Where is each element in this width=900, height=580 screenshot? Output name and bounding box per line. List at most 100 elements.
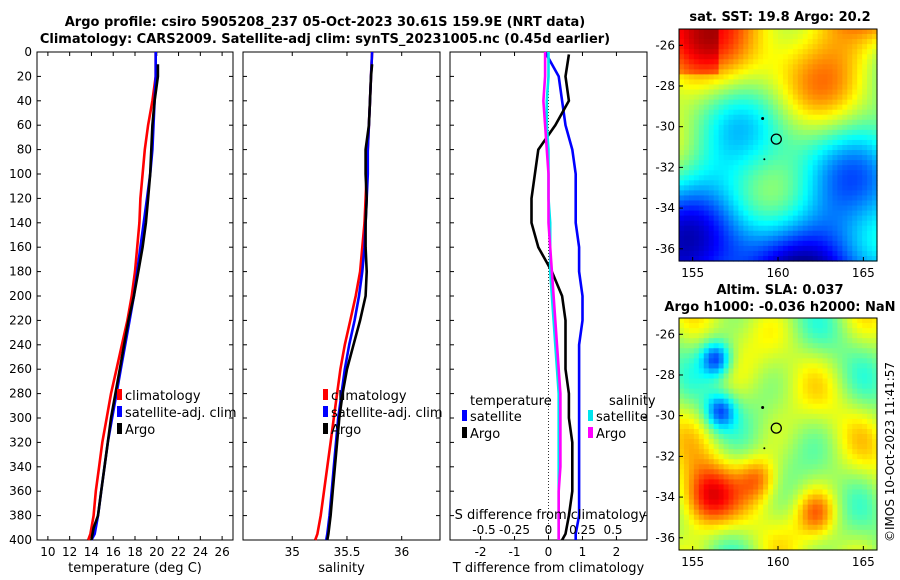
sla-map-cell — [837, 348, 843, 354]
difference-profile-xtick-label: -1 — [509, 545, 521, 559]
sla-map-cell — [782, 328, 789, 334]
sla-map-cell — [807, 494, 814, 501]
sst-map-cell — [812, 34, 819, 40]
sla-map-cell — [867, 408, 873, 415]
sla-map-cell — [847, 514, 853, 521]
sst-map-cell — [763, 255, 769, 262]
sst-map-cell — [862, 245, 868, 252]
sla-map-cell — [872, 454, 878, 460]
sla-map-lat-label: -32 — [655, 449, 675, 463]
sla-map-cell — [802, 418, 809, 425]
sst-map-cell — [693, 94, 700, 101]
sla-map-cell — [763, 504, 769, 511]
sla-map-cell — [703, 529, 710, 536]
sst-map-cell — [748, 165, 754, 171]
sla-map-cell — [847, 373, 853, 380]
sst-map-cell — [698, 185, 705, 191]
depth-tick-label: 360 — [9, 484, 32, 498]
sst-map-cell — [822, 59, 829, 65]
sst-map-cell — [817, 104, 824, 111]
sla-map-cell — [763, 403, 769, 410]
sla-map-cell — [728, 469, 735, 475]
sst-map-cell — [782, 29, 789, 35]
sst-map-cell — [713, 170, 720, 176]
sst-map-cell — [847, 69, 853, 75]
sla-map-cell — [773, 494, 779, 501]
sla-map-cell — [698, 489, 705, 496]
sst-map-cell — [733, 150, 739, 156]
sst-map-cell — [683, 200, 690, 207]
sst-map-cell — [688, 69, 695, 75]
sst-map-cell — [748, 49, 754, 55]
sla-map-cell — [688, 333, 695, 339]
sst-map-cell — [822, 29, 829, 35]
sla-map-cell — [862, 363, 868, 370]
sst-map-cell — [797, 200, 804, 207]
sla-map-cell — [822, 373, 829, 380]
sla-map-cell — [807, 388, 814, 395]
sla-map-cell — [758, 363, 764, 370]
sla-map-cell — [778, 343, 784, 349]
sla-map-cell — [827, 524, 834, 531]
sla-map-cell — [822, 469, 829, 475]
sla-map-cell — [708, 519, 715, 526]
sst-map-cell — [698, 124, 705, 131]
sst-map-cell — [822, 155, 829, 161]
sla-map-cell — [852, 439, 858, 445]
sst-map-cell — [763, 99, 769, 106]
sst-map-cell — [792, 200, 799, 207]
sst-map-cell — [703, 104, 710, 111]
sla-map-cell — [773, 418, 779, 425]
sst-map-cell — [698, 165, 705, 171]
sla-map-cell — [812, 418, 819, 425]
sst-map-cell — [743, 185, 749, 191]
sst-map-cell — [748, 160, 754, 166]
sst-map-cell — [812, 94, 819, 101]
sla-map-cell — [822, 464, 829, 470]
salinity-profile-legend-label: satellite-adj. clim — [331, 406, 443, 421]
sst-map-cell — [723, 150, 730, 156]
sla-map-cell — [867, 544, 873, 551]
sst-map-cell — [728, 109, 735, 116]
sla-map-cell — [679, 489, 685, 496]
sla-map-cell — [847, 454, 853, 460]
sla-map-cell — [728, 514, 735, 521]
sst-map-cell — [832, 230, 838, 237]
sla-map-cell — [802, 383, 809, 390]
sst-map-cell — [718, 220, 725, 227]
legend-sal-satellite-swatch — [588, 410, 593, 421]
sst-map-cell — [728, 240, 735, 247]
sst-map-cell — [787, 150, 794, 156]
sla-map-cell — [807, 348, 814, 354]
sla-map-cell — [738, 333, 744, 339]
sla-map-cell — [693, 418, 700, 425]
sla-map-cell — [807, 469, 814, 475]
sst-map-cell — [688, 114, 695, 121]
sla-map-cell — [852, 393, 858, 400]
sla-map-cell — [837, 479, 843, 486]
sla-map-cell — [688, 504, 695, 511]
sla-map-cell — [733, 504, 739, 511]
sla-map-cell — [862, 343, 868, 349]
sst-map-cell — [792, 250, 799, 257]
sla-map-cell — [787, 383, 794, 390]
sst-map-cell — [738, 200, 744, 207]
sla-map-cell — [683, 439, 690, 445]
sla-map-cell — [688, 363, 695, 370]
sla-map-cell — [817, 474, 824, 480]
sla-map-cell — [713, 449, 720, 455]
sla-map-cell — [708, 343, 715, 349]
sla-map-cell — [679, 348, 685, 354]
sst-map-cell — [852, 240, 858, 247]
sst-map-cell — [698, 84, 705, 91]
sla-map-cell — [872, 434, 878, 440]
sla-map-cell — [847, 423, 853, 430]
sla-map-cell — [758, 529, 764, 536]
sst-map-cell — [842, 99, 848, 106]
sst-map-cell — [832, 255, 838, 262]
sst-map-cell — [763, 165, 769, 171]
sla-map-cell — [748, 524, 754, 531]
depth-tick-label: 280 — [9, 387, 32, 401]
sla-map-cell — [683, 418, 690, 425]
figure-title-line1: Argo profile: csiro 5905208_237 05-Oct-2… — [64, 15, 586, 30]
